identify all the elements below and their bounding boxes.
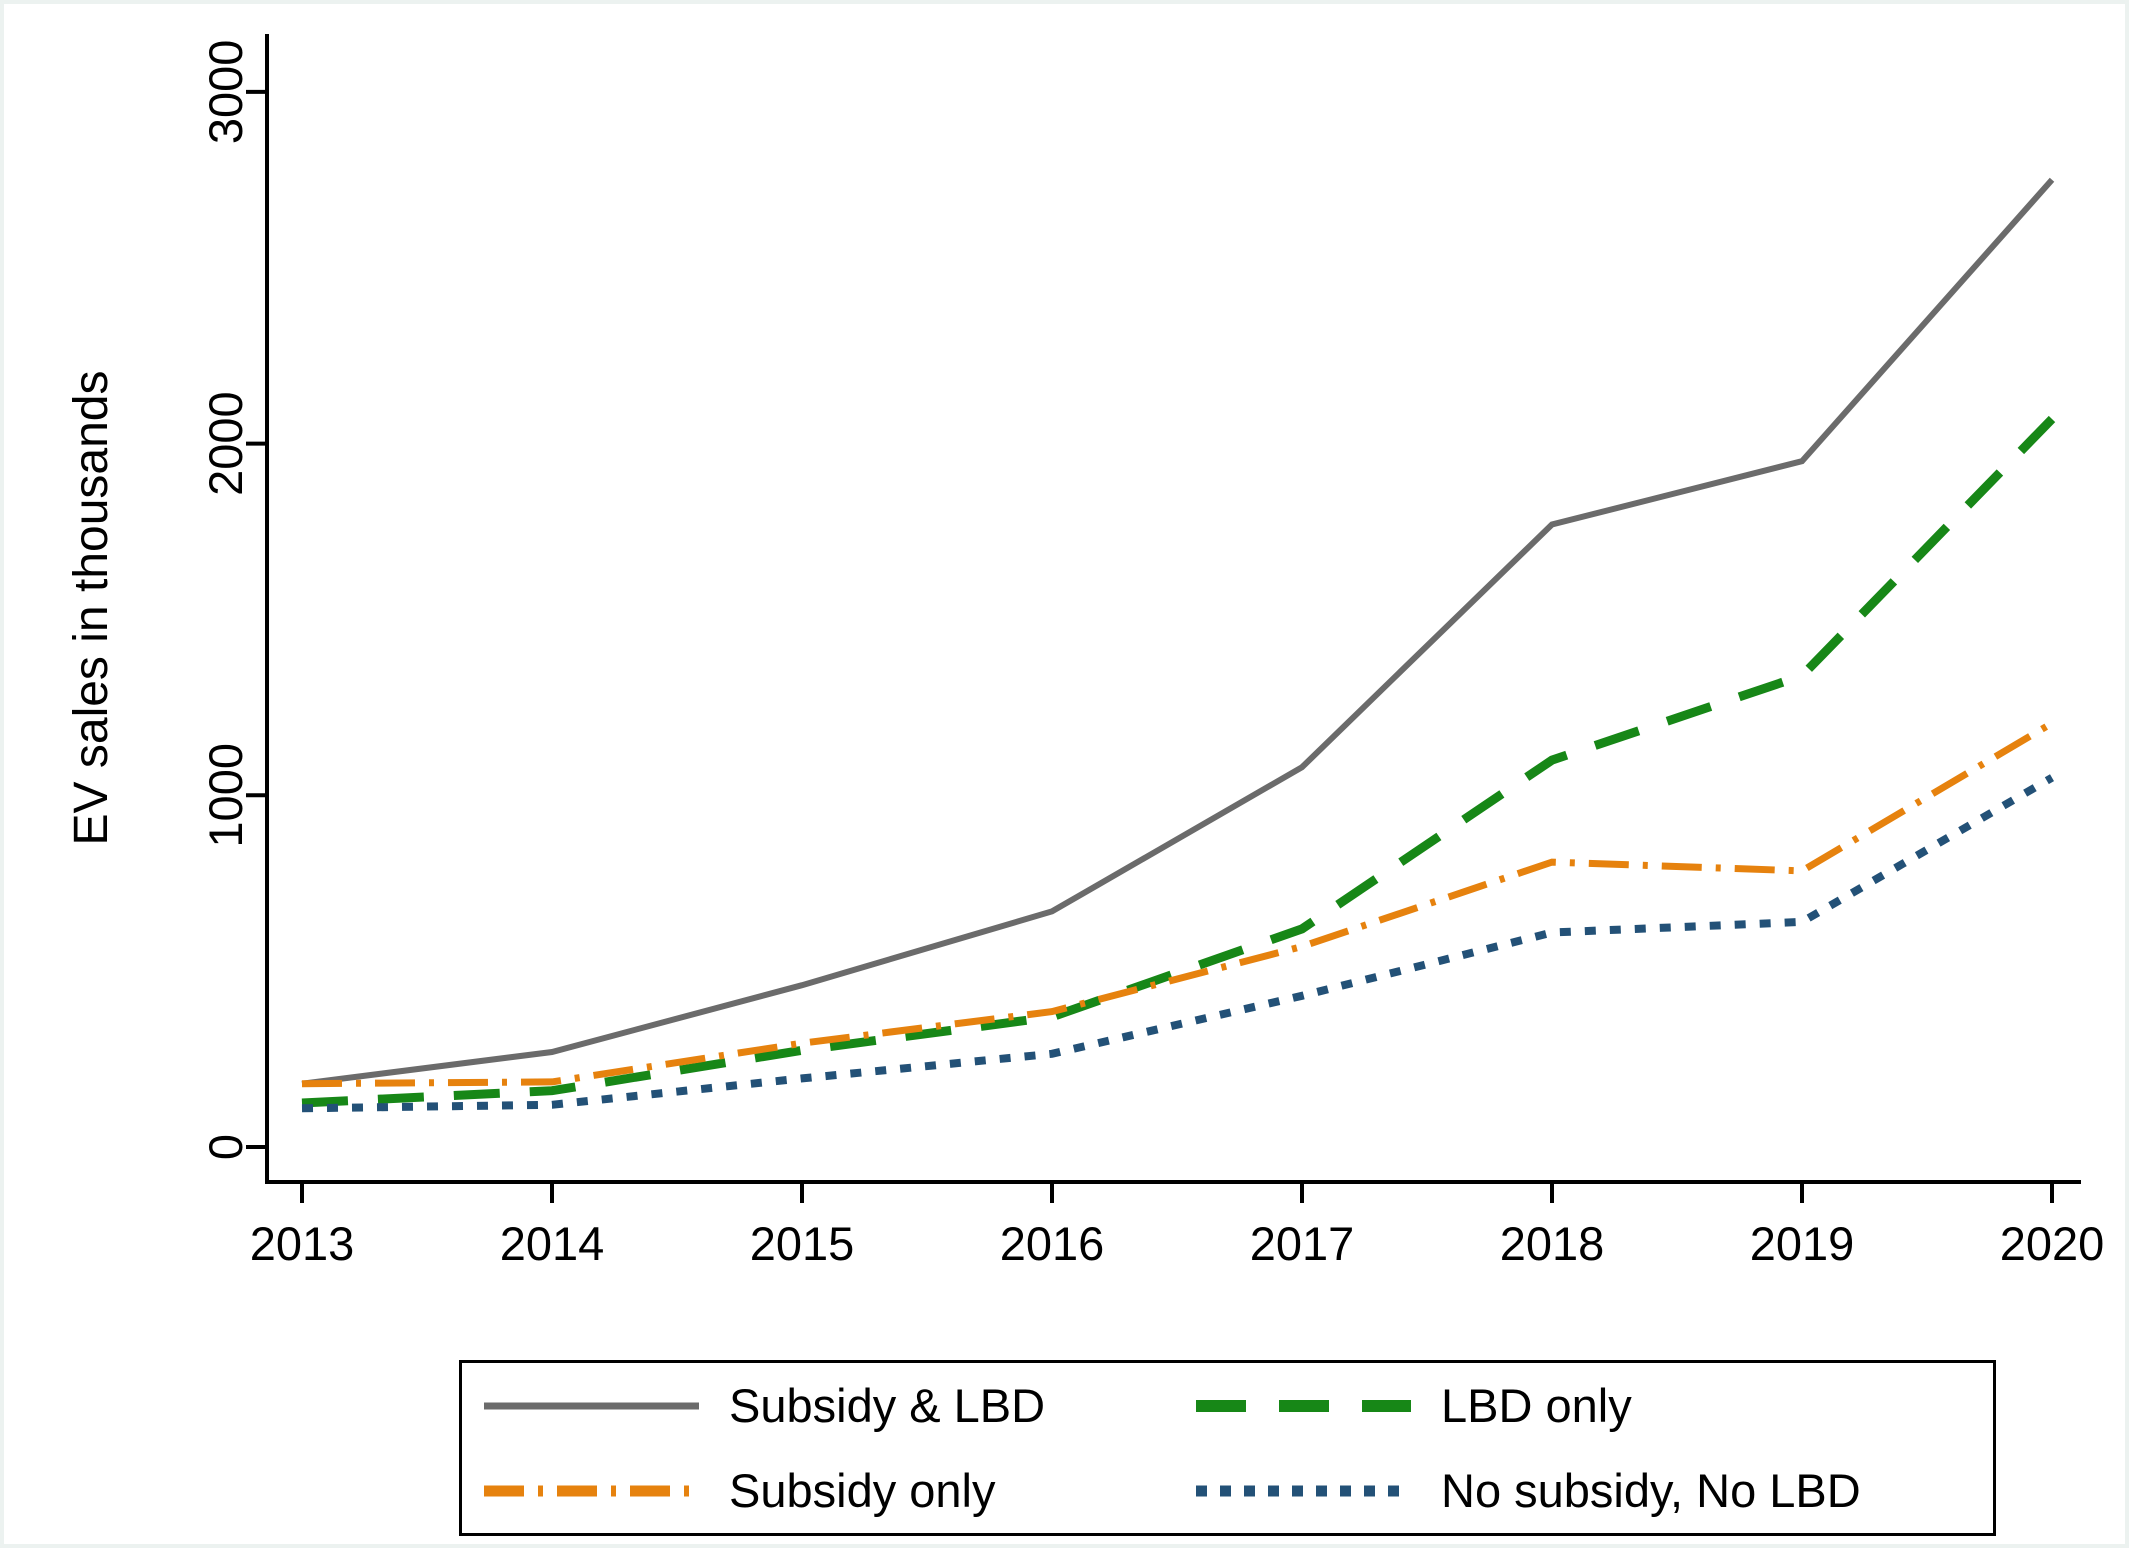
x-tick-label: 2017 [1250,1217,1355,1270]
y-tick-label: 0 [199,1134,252,1160]
x-tick-label: 2020 [2000,1217,2105,1270]
y-tick-label: 2000 [199,391,252,496]
y-axis-title: EV sales in thousands [65,371,118,846]
legend-label-lbd-only: LBD only [1441,1379,1632,1432]
line-chart: 0 1000 2000 3000 2013 2014 2015 2016 2017 2018 201… [65,34,2105,1270]
legend-line-sample-no-subsidy-no-lbd [1196,1485,1411,1496]
legend-item-subsidy-only: Subsidy only [484,1463,1196,1518]
legend-item-no-subsidy-no-lbd: No subsidy, No LBD [1196,1463,1993,1518]
series-line-0 [301,177,2055,1087]
legend: Subsidy & LBD LBD only Subsidy only No s… [459,1360,1996,1536]
x-tick-label: 2018 [1500,1217,1605,1270]
legend-line-sample-subsidy-lbd [484,1402,699,1409]
x-tick-label: 2014 [500,1217,605,1270]
legend-label-subsidy-only: Subsidy only [729,1464,996,1517]
legend-item-lbd-only: LBD only [1196,1378,1993,1433]
x-tick-label: 2016 [1000,1217,1105,1270]
legend-line-sample-subsidy-only [484,1485,699,1496]
y-tick-label: 1000 [199,743,252,848]
x-tick-label: 2013 [250,1217,355,1270]
series-line-2 [301,720,2054,1088]
series-line-3 [301,774,2054,1113]
y-tick-label: 3000 [199,40,252,145]
legend-label-subsidy-lbd: Subsidy & LBD [729,1379,1046,1432]
series-line-1 [301,415,2056,1108]
legend-item-subsidy-lbd: Subsidy & LBD [484,1378,1196,1433]
x-tick-label: 2019 [1750,1217,1855,1270]
legend-label-no-subsidy-no-lbd: No subsidy, No LBD [1441,1464,1861,1517]
x-tick-label: 2015 [750,1217,855,1270]
legend-line-sample-lbd-only [1196,1399,1411,1412]
